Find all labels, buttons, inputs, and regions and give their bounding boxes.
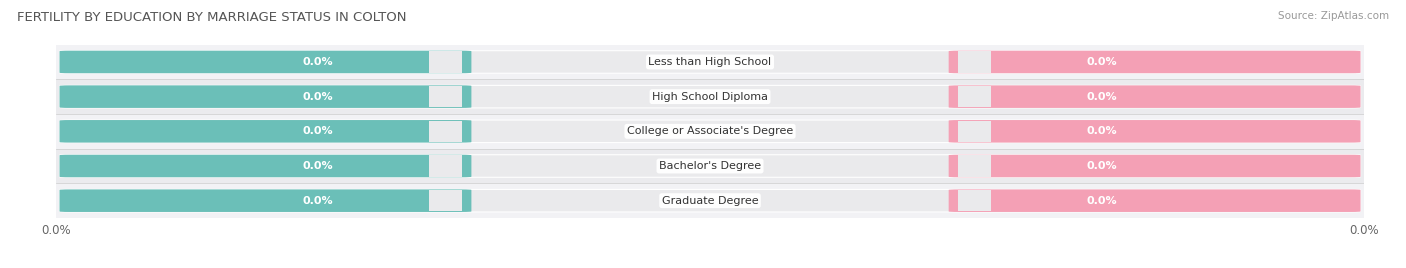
Text: 0.0%: 0.0%	[1087, 126, 1118, 136]
Text: 0.0%: 0.0%	[1087, 57, 1118, 67]
Bar	[56, 44, 1364, 79]
Text: Source: ZipAtlas.com: Source: ZipAtlas.com	[1278, 11, 1389, 21]
Text: 0.0%: 0.0%	[1087, 92, 1118, 102]
Bar	[959, 155, 991, 177]
Text: High School Diploma: High School Diploma	[652, 92, 768, 102]
Text: Less than High School: Less than High School	[648, 57, 772, 67]
FancyBboxPatch shape	[59, 51, 471, 73]
Bar	[429, 155, 461, 177]
Text: Graduate Degree: Graduate Degree	[662, 196, 758, 206]
Bar	[56, 114, 1364, 149]
FancyBboxPatch shape	[59, 189, 471, 212]
FancyBboxPatch shape	[59, 189, 1361, 212]
Text: 0.0%: 0.0%	[302, 57, 333, 67]
FancyBboxPatch shape	[59, 85, 471, 108]
Bar	[959, 121, 991, 142]
Bar	[429, 190, 461, 211]
Bar	[56, 79, 1364, 114]
FancyBboxPatch shape	[949, 120, 1361, 143]
Bar	[429, 86, 461, 107]
FancyBboxPatch shape	[59, 85, 1361, 108]
FancyBboxPatch shape	[949, 85, 1361, 108]
Bar	[959, 86, 991, 107]
FancyBboxPatch shape	[949, 189, 1361, 212]
Text: FERTILITY BY EDUCATION BY MARRIAGE STATUS IN COLTON: FERTILITY BY EDUCATION BY MARRIAGE STATU…	[17, 11, 406, 24]
FancyBboxPatch shape	[59, 120, 471, 143]
Text: 0.0%: 0.0%	[302, 92, 333, 102]
Text: Bachelor's Degree: Bachelor's Degree	[659, 161, 761, 171]
Text: 0.0%: 0.0%	[302, 161, 333, 171]
Bar	[429, 51, 461, 73]
Bar	[56, 149, 1364, 183]
Text: 0.0%: 0.0%	[1087, 196, 1118, 206]
Text: College or Associate's Degree: College or Associate's Degree	[627, 126, 793, 136]
Text: 0.0%: 0.0%	[302, 126, 333, 136]
FancyBboxPatch shape	[59, 51, 1361, 73]
Bar	[56, 183, 1364, 218]
Bar	[959, 51, 991, 73]
FancyBboxPatch shape	[59, 120, 1361, 143]
Text: 0.0%: 0.0%	[1087, 161, 1118, 171]
FancyBboxPatch shape	[949, 155, 1361, 177]
FancyBboxPatch shape	[949, 51, 1361, 73]
Bar	[429, 121, 461, 142]
Bar	[959, 190, 991, 211]
Text: 0.0%: 0.0%	[302, 196, 333, 206]
FancyBboxPatch shape	[59, 155, 1361, 177]
FancyBboxPatch shape	[59, 155, 471, 177]
